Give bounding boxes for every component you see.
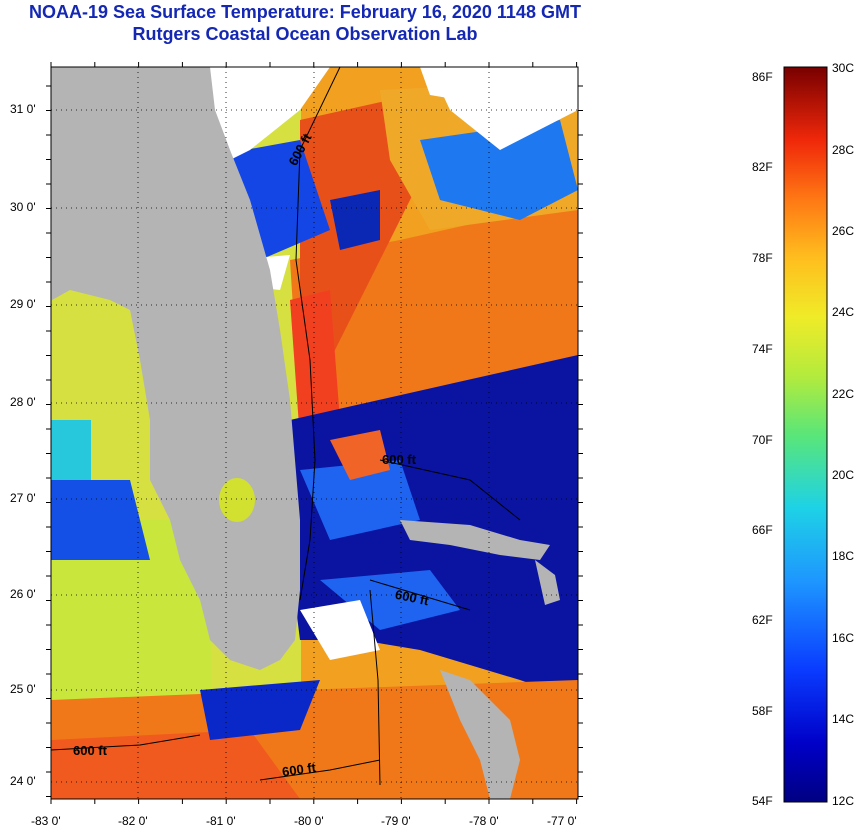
colorbar-f-label: 78F — [752, 251, 773, 265]
colorbar-c-label: 30C — [832, 61, 855, 75]
lon-label: -77 0' — [547, 814, 577, 828]
lon-label: -83 0' — [31, 814, 61, 828]
colorbar — [783, 66, 828, 803]
andros-island — [440, 670, 520, 799]
colorbar-c-label: 12C — [832, 794, 855, 808]
lon-label: -82 0' — [118, 814, 148, 828]
isobath-label-east: 600 ft — [382, 452, 416, 467]
map-title: NOAA-19 Sea Surface Temperature: Februar… — [29, 2, 581, 22]
colorbar-c-label: 20C — [832, 468, 855, 482]
lat-label: 27 0' — [10, 491, 36, 505]
lat-label: 29 0' — [10, 297, 36, 311]
colorbar-f-label: 82F — [752, 160, 773, 174]
isobath-label-west: 600 ft — [73, 743, 107, 758]
colorbar-f-label: 62F — [752, 613, 773, 627]
colorbar-f-label: 58F — [752, 704, 773, 718]
colorbar-f-label: 86F — [752, 70, 773, 84]
colorbar-f-label: 66F — [752, 523, 773, 537]
colorbar-c-label: 26C — [832, 224, 855, 238]
colorbar-f-label: 74F — [752, 342, 773, 356]
lake-okeechobee — [219, 478, 255, 522]
lon-label: -80 0' — [294, 814, 324, 828]
colorbar-f-label: 70F — [752, 433, 773, 447]
lat-label: 28 0' — [10, 395, 36, 409]
colorbar-c-label: 16C — [832, 631, 855, 645]
colorbar-c-label: 24C — [832, 305, 855, 319]
lon-label: -81 0' — [206, 814, 236, 828]
lon-label: -78 0' — [469, 814, 499, 828]
colorbar-f-label: 54F — [752, 794, 773, 808]
colorbar-c-label: 14C — [832, 712, 855, 726]
colorbar-c-label: 18C — [832, 549, 855, 563]
colorbar-c-label: 22C — [832, 387, 855, 401]
lat-label: 25 0' — [10, 682, 36, 696]
lat-label: 26 0' — [10, 587, 36, 601]
colorbar-c-label: 28C — [832, 143, 855, 157]
map-subtitle: Rutgers Coastal Ocean Observation Lab — [132, 24, 478, 44]
lat-label: 24 0' — [10, 774, 36, 788]
lat-label: 31 0' — [10, 102, 36, 116]
lat-label: 30 0' — [10, 200, 36, 214]
lon-label: -79 0' — [381, 814, 411, 828]
grand-bahama — [400, 520, 550, 560]
map-frame — [50, 66, 579, 800]
